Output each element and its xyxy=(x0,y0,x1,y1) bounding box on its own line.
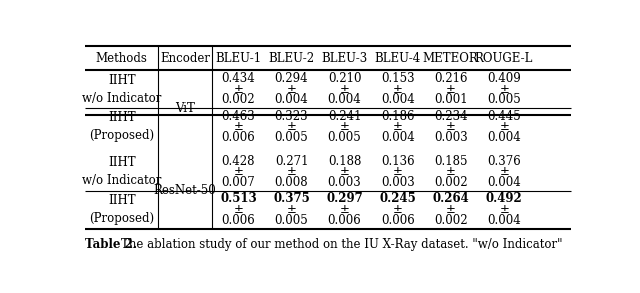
Text: ViT: ViT xyxy=(175,102,195,115)
Text: 0.004: 0.004 xyxy=(328,93,362,106)
Text: 0.492: 0.492 xyxy=(486,193,522,205)
Text: 0.006: 0.006 xyxy=(381,214,415,227)
Text: $\pm$: $\pm$ xyxy=(286,165,297,178)
Text: $\pm$: $\pm$ xyxy=(445,165,456,178)
Text: 0.245: 0.245 xyxy=(380,193,416,205)
Text: METEOR: METEOR xyxy=(423,52,479,65)
Text: 0.008: 0.008 xyxy=(275,176,308,189)
Text: 0.003: 0.003 xyxy=(328,176,362,189)
Text: $\pm$: $\pm$ xyxy=(339,165,350,178)
Text: 0.006: 0.006 xyxy=(328,214,362,227)
Text: 0.007: 0.007 xyxy=(221,176,255,189)
Text: $\pm$: $\pm$ xyxy=(233,83,244,96)
Text: 0.004: 0.004 xyxy=(487,131,521,144)
Text: IIHT
(Proposed): IIHT (Proposed) xyxy=(89,111,154,142)
Text: 0.409: 0.409 xyxy=(487,72,521,85)
Text: 0.376: 0.376 xyxy=(487,154,521,168)
Text: 0.241: 0.241 xyxy=(328,110,362,123)
Text: 0.004: 0.004 xyxy=(381,131,415,144)
Text: 0.004: 0.004 xyxy=(275,93,308,106)
Text: 0.185: 0.185 xyxy=(434,154,467,168)
Text: BLEU-3: BLEU-3 xyxy=(321,52,368,65)
Text: 0.434: 0.434 xyxy=(221,72,255,85)
Text: $\pm$: $\pm$ xyxy=(286,203,297,216)
Text: 0.271: 0.271 xyxy=(275,154,308,168)
Text: 0.004: 0.004 xyxy=(487,214,521,227)
Text: Methods: Methods xyxy=(96,52,148,65)
Text: $\pm$: $\pm$ xyxy=(499,203,509,216)
Text: 0.153: 0.153 xyxy=(381,72,415,85)
Text: $\pm$: $\pm$ xyxy=(286,83,297,96)
Text: $\pm$: $\pm$ xyxy=(286,120,297,134)
Text: ResNet-50: ResNet-50 xyxy=(154,184,216,197)
Text: 0.004: 0.004 xyxy=(381,93,415,106)
Text: 0.002: 0.002 xyxy=(434,214,468,227)
Text: 0.234: 0.234 xyxy=(434,110,468,123)
Text: 0.294: 0.294 xyxy=(275,72,308,85)
Text: $\pm$: $\pm$ xyxy=(233,203,244,216)
Text: 0.188: 0.188 xyxy=(328,154,362,168)
Text: $\pm$: $\pm$ xyxy=(392,203,403,216)
Text: 0.005: 0.005 xyxy=(275,214,308,227)
Text: $\pm$: $\pm$ xyxy=(499,165,509,178)
Text: 0.002: 0.002 xyxy=(434,176,468,189)
Text: 0.136: 0.136 xyxy=(381,154,415,168)
Text: 0.297: 0.297 xyxy=(326,193,363,205)
Text: $\pm$: $\pm$ xyxy=(392,120,403,134)
Text: BLEU-4: BLEU-4 xyxy=(374,52,421,65)
Text: $\pm$: $\pm$ xyxy=(233,120,244,134)
Text: 0.003: 0.003 xyxy=(434,131,468,144)
Text: $\pm$: $\pm$ xyxy=(445,83,456,96)
Text: 0.005: 0.005 xyxy=(487,93,521,106)
Text: 0.005: 0.005 xyxy=(328,131,362,144)
Text: $\pm$: $\pm$ xyxy=(499,120,509,134)
Text: IIHT
(Proposed): IIHT (Proposed) xyxy=(89,194,154,225)
Text: BLEU-2: BLEU-2 xyxy=(269,52,315,65)
Text: The ablation study of our method on the IU X-Ray dataset. "w/o Indicator": The ablation study of our method on the … xyxy=(121,238,563,251)
Text: 0.216: 0.216 xyxy=(434,72,467,85)
Text: 0.001: 0.001 xyxy=(434,93,468,106)
Text: 0.210: 0.210 xyxy=(328,72,362,85)
Text: ROUGE-L: ROUGE-L xyxy=(475,52,533,65)
Text: 0.002: 0.002 xyxy=(221,93,255,106)
Text: 0.006: 0.006 xyxy=(221,131,255,144)
Text: $\pm$: $\pm$ xyxy=(339,83,350,96)
Text: $\pm$: $\pm$ xyxy=(499,83,509,96)
Text: Encoder: Encoder xyxy=(160,52,210,65)
Text: $\pm$: $\pm$ xyxy=(339,203,350,216)
Text: $\pm$: $\pm$ xyxy=(392,83,403,96)
Text: 0.323: 0.323 xyxy=(275,110,308,123)
Text: 0.006: 0.006 xyxy=(221,214,255,227)
Text: 0.463: 0.463 xyxy=(221,110,255,123)
Text: $\pm$: $\pm$ xyxy=(445,203,456,216)
Text: $\pm$: $\pm$ xyxy=(445,120,456,134)
Text: 0.513: 0.513 xyxy=(220,193,257,205)
Text: $\pm$: $\pm$ xyxy=(233,165,244,178)
Text: 0.264: 0.264 xyxy=(433,193,469,205)
Text: 0.186: 0.186 xyxy=(381,110,415,123)
Text: 0.428: 0.428 xyxy=(221,154,255,168)
Text: Table 2.: Table 2. xyxy=(85,238,137,251)
Text: 0.375: 0.375 xyxy=(273,193,310,205)
Text: BLEU-1: BLEU-1 xyxy=(216,52,262,65)
Text: $\pm$: $\pm$ xyxy=(392,165,403,178)
Text: 0.445: 0.445 xyxy=(487,110,521,123)
Text: IIHT
w/o Indicator: IIHT w/o Indicator xyxy=(82,74,161,105)
Text: IIHT
w/o Indicator: IIHT w/o Indicator xyxy=(82,156,161,187)
Text: $\pm$: $\pm$ xyxy=(339,120,350,134)
Text: 0.003: 0.003 xyxy=(381,176,415,189)
Text: 0.005: 0.005 xyxy=(275,131,308,144)
Text: 0.004: 0.004 xyxy=(487,176,521,189)
